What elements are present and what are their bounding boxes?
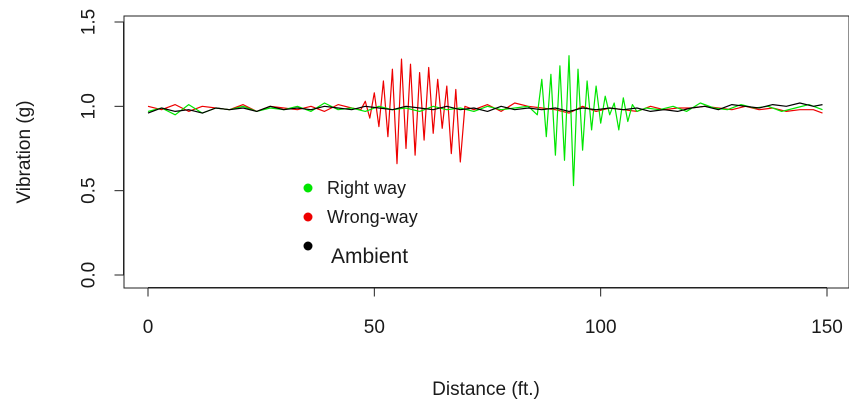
y-tick-label: 1.5 <box>79 9 100 35</box>
legend-marker-ambient <box>303 241 313 251</box>
legend-marker-right-way <box>303 183 313 193</box>
legend-marker-wrong-way <box>303 212 313 222</box>
x-tick-label: 0 <box>143 317 154 338</box>
legend-label-wrong-way: Wrong-way <box>327 207 418 227</box>
x-axis: 0 50 100 150 <box>143 287 843 338</box>
y-tick-label: 0.0 <box>79 262 100 288</box>
y-axis-label: Vibration (g) <box>14 100 35 203</box>
x-tick-label: 100 <box>585 317 617 338</box>
legend-label-ambient: Ambient <box>331 245 408 268</box>
x-tick-label: 150 <box>811 317 843 338</box>
legend: Right way Wrong-way Ambient <box>303 178 418 268</box>
x-axis-label: Distance (ft.) <box>432 379 540 400</box>
series-layer <box>147 55 823 187</box>
series-line-right-way <box>147 55 823 187</box>
y-axis: 0.0 0.5 1.0 1.5 <box>79 9 124 288</box>
x-tick-label: 50 <box>364 317 385 338</box>
legend-label-right-way: Right way <box>327 178 406 198</box>
y-tick-label: 1.0 <box>79 93 100 119</box>
series-line-ambient <box>147 102 823 114</box>
y-tick-label: 0.5 <box>79 177 100 203</box>
plot-frame <box>123 15 849 289</box>
